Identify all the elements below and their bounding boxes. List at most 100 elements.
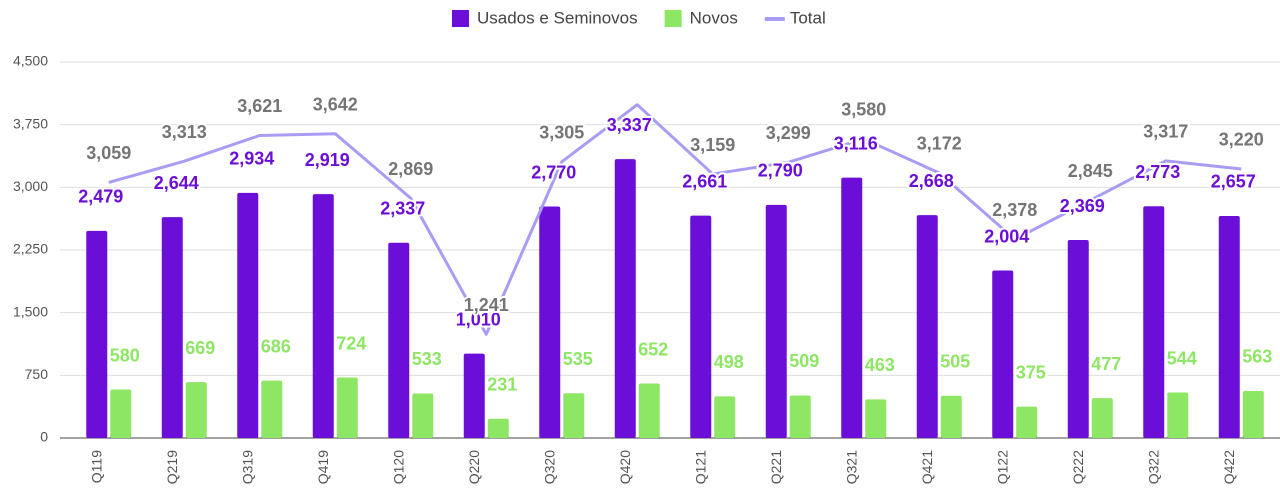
x-tick-label: Q322 xyxy=(1145,450,1161,484)
data-label: 2,369 xyxy=(1060,196,1105,216)
data-label: 1,241 xyxy=(464,295,509,315)
data-label: 498 xyxy=(714,352,744,372)
x-tick-label: Q320 xyxy=(541,450,557,484)
x-tick-label: Q419 xyxy=(315,450,331,484)
bar xyxy=(388,242,410,438)
bar xyxy=(185,382,207,438)
bar xyxy=(463,353,485,438)
bar xyxy=(714,396,736,438)
data-label: 686 xyxy=(261,336,291,356)
bar xyxy=(1242,390,1264,438)
data-label: 509 xyxy=(789,351,819,371)
data-label: 375 xyxy=(1016,362,1046,382)
bar xyxy=(161,217,183,438)
bar xyxy=(614,159,636,438)
bar xyxy=(1143,206,1165,438)
bar xyxy=(563,393,585,438)
data-label: 3,337 xyxy=(607,115,652,135)
x-tick-label: Q120 xyxy=(390,450,406,484)
data-label: 231 xyxy=(487,374,517,394)
data-label: 2,770 xyxy=(531,162,576,182)
data-label: 2,773 xyxy=(1135,162,1180,182)
data-label: 652 xyxy=(638,339,668,359)
data-label: 505 xyxy=(940,352,970,372)
legend-label: Total xyxy=(790,8,826,27)
x-tick-label: Q119 xyxy=(88,450,104,483)
data-label: 3,116 xyxy=(834,133,878,153)
bar xyxy=(336,377,358,438)
data-label: 2,479 xyxy=(78,187,123,207)
bar xyxy=(1167,392,1189,438)
bar xyxy=(992,270,1014,438)
data-label: 3,159 xyxy=(690,135,735,155)
x-tick-label: Q421 xyxy=(919,450,935,484)
bar xyxy=(916,215,938,438)
data-label: 2,337 xyxy=(380,198,425,218)
x-tick-label: Q420 xyxy=(617,450,633,484)
x-tick-label: Q422 xyxy=(1221,450,1237,484)
data-label: 2,661 xyxy=(682,171,727,191)
y-tick-label: 2,250 xyxy=(13,241,48,257)
y-tick-label: 3,000 xyxy=(13,178,48,194)
data-label: 2,657 xyxy=(1211,172,1256,192)
bar xyxy=(841,177,863,439)
x-tick-label: Q121 xyxy=(692,450,708,484)
data-label: 2,919 xyxy=(305,150,350,170)
data-label: 3,313 xyxy=(162,122,207,142)
y-tick-label: 1,500 xyxy=(13,303,48,319)
legend-swatch xyxy=(664,10,682,27)
data-label: 2,378 xyxy=(992,200,1037,220)
bar xyxy=(1067,240,1089,438)
data-label: 463 xyxy=(865,355,895,375)
data-label: 1,010 xyxy=(456,309,501,329)
bar xyxy=(487,418,509,438)
data-label: 3,299 xyxy=(766,123,811,143)
bar xyxy=(110,389,132,438)
bar xyxy=(1218,215,1240,438)
bar xyxy=(940,395,962,438)
bar xyxy=(237,192,259,438)
data-label: 533 xyxy=(412,349,442,369)
data-label: 535 xyxy=(563,349,593,369)
y-tick-label: 750 xyxy=(25,366,49,382)
data-label: 3,580 xyxy=(841,100,886,120)
bar xyxy=(86,230,108,438)
data-label: 544 xyxy=(1167,348,1197,368)
data-label: 563 xyxy=(1242,347,1272,367)
line xyxy=(108,103,1242,336)
data-label: 2,869 xyxy=(388,159,433,179)
data-label: 3,059 xyxy=(86,143,131,163)
x-tick-label: Q319 xyxy=(239,450,255,484)
x-tick-label: Q220 xyxy=(466,450,482,484)
y-tick-label: 4,500 xyxy=(13,53,48,69)
x-tick-label: Q221 xyxy=(768,450,784,484)
y-tick-label: 3,750 xyxy=(13,115,48,131)
data-label: 2,934 xyxy=(229,149,274,169)
data-label: 724 xyxy=(336,333,366,353)
data-label: 2,790 xyxy=(758,161,803,181)
data-label: 3,317 xyxy=(1143,122,1188,142)
data-label: 2,004 xyxy=(984,226,1029,246)
bar xyxy=(690,215,712,438)
data-label: 3,220 xyxy=(1219,130,1264,150)
data-label: 580 xyxy=(110,345,140,365)
data-label: 2,668 xyxy=(909,171,954,191)
data-label: 669 xyxy=(185,338,215,358)
data-label: 2,845 xyxy=(1068,161,1113,181)
bar xyxy=(1016,406,1038,438)
data-label: 2,644 xyxy=(154,173,199,193)
x-tick-label: Q122 xyxy=(994,450,1010,484)
legend-label: Novos xyxy=(690,8,738,27)
bar xyxy=(638,383,660,438)
data-label: 3,621 xyxy=(237,96,282,116)
x-tick-label: Q321 xyxy=(843,450,859,484)
bar xyxy=(539,206,561,438)
bar xyxy=(1091,398,1113,438)
bar xyxy=(412,393,434,438)
x-tick-label: Q219 xyxy=(164,450,180,484)
bar xyxy=(261,380,283,438)
data-label: 477 xyxy=(1091,354,1121,374)
x-tick-label: Q222 xyxy=(1070,450,1086,484)
bar xyxy=(312,194,334,438)
